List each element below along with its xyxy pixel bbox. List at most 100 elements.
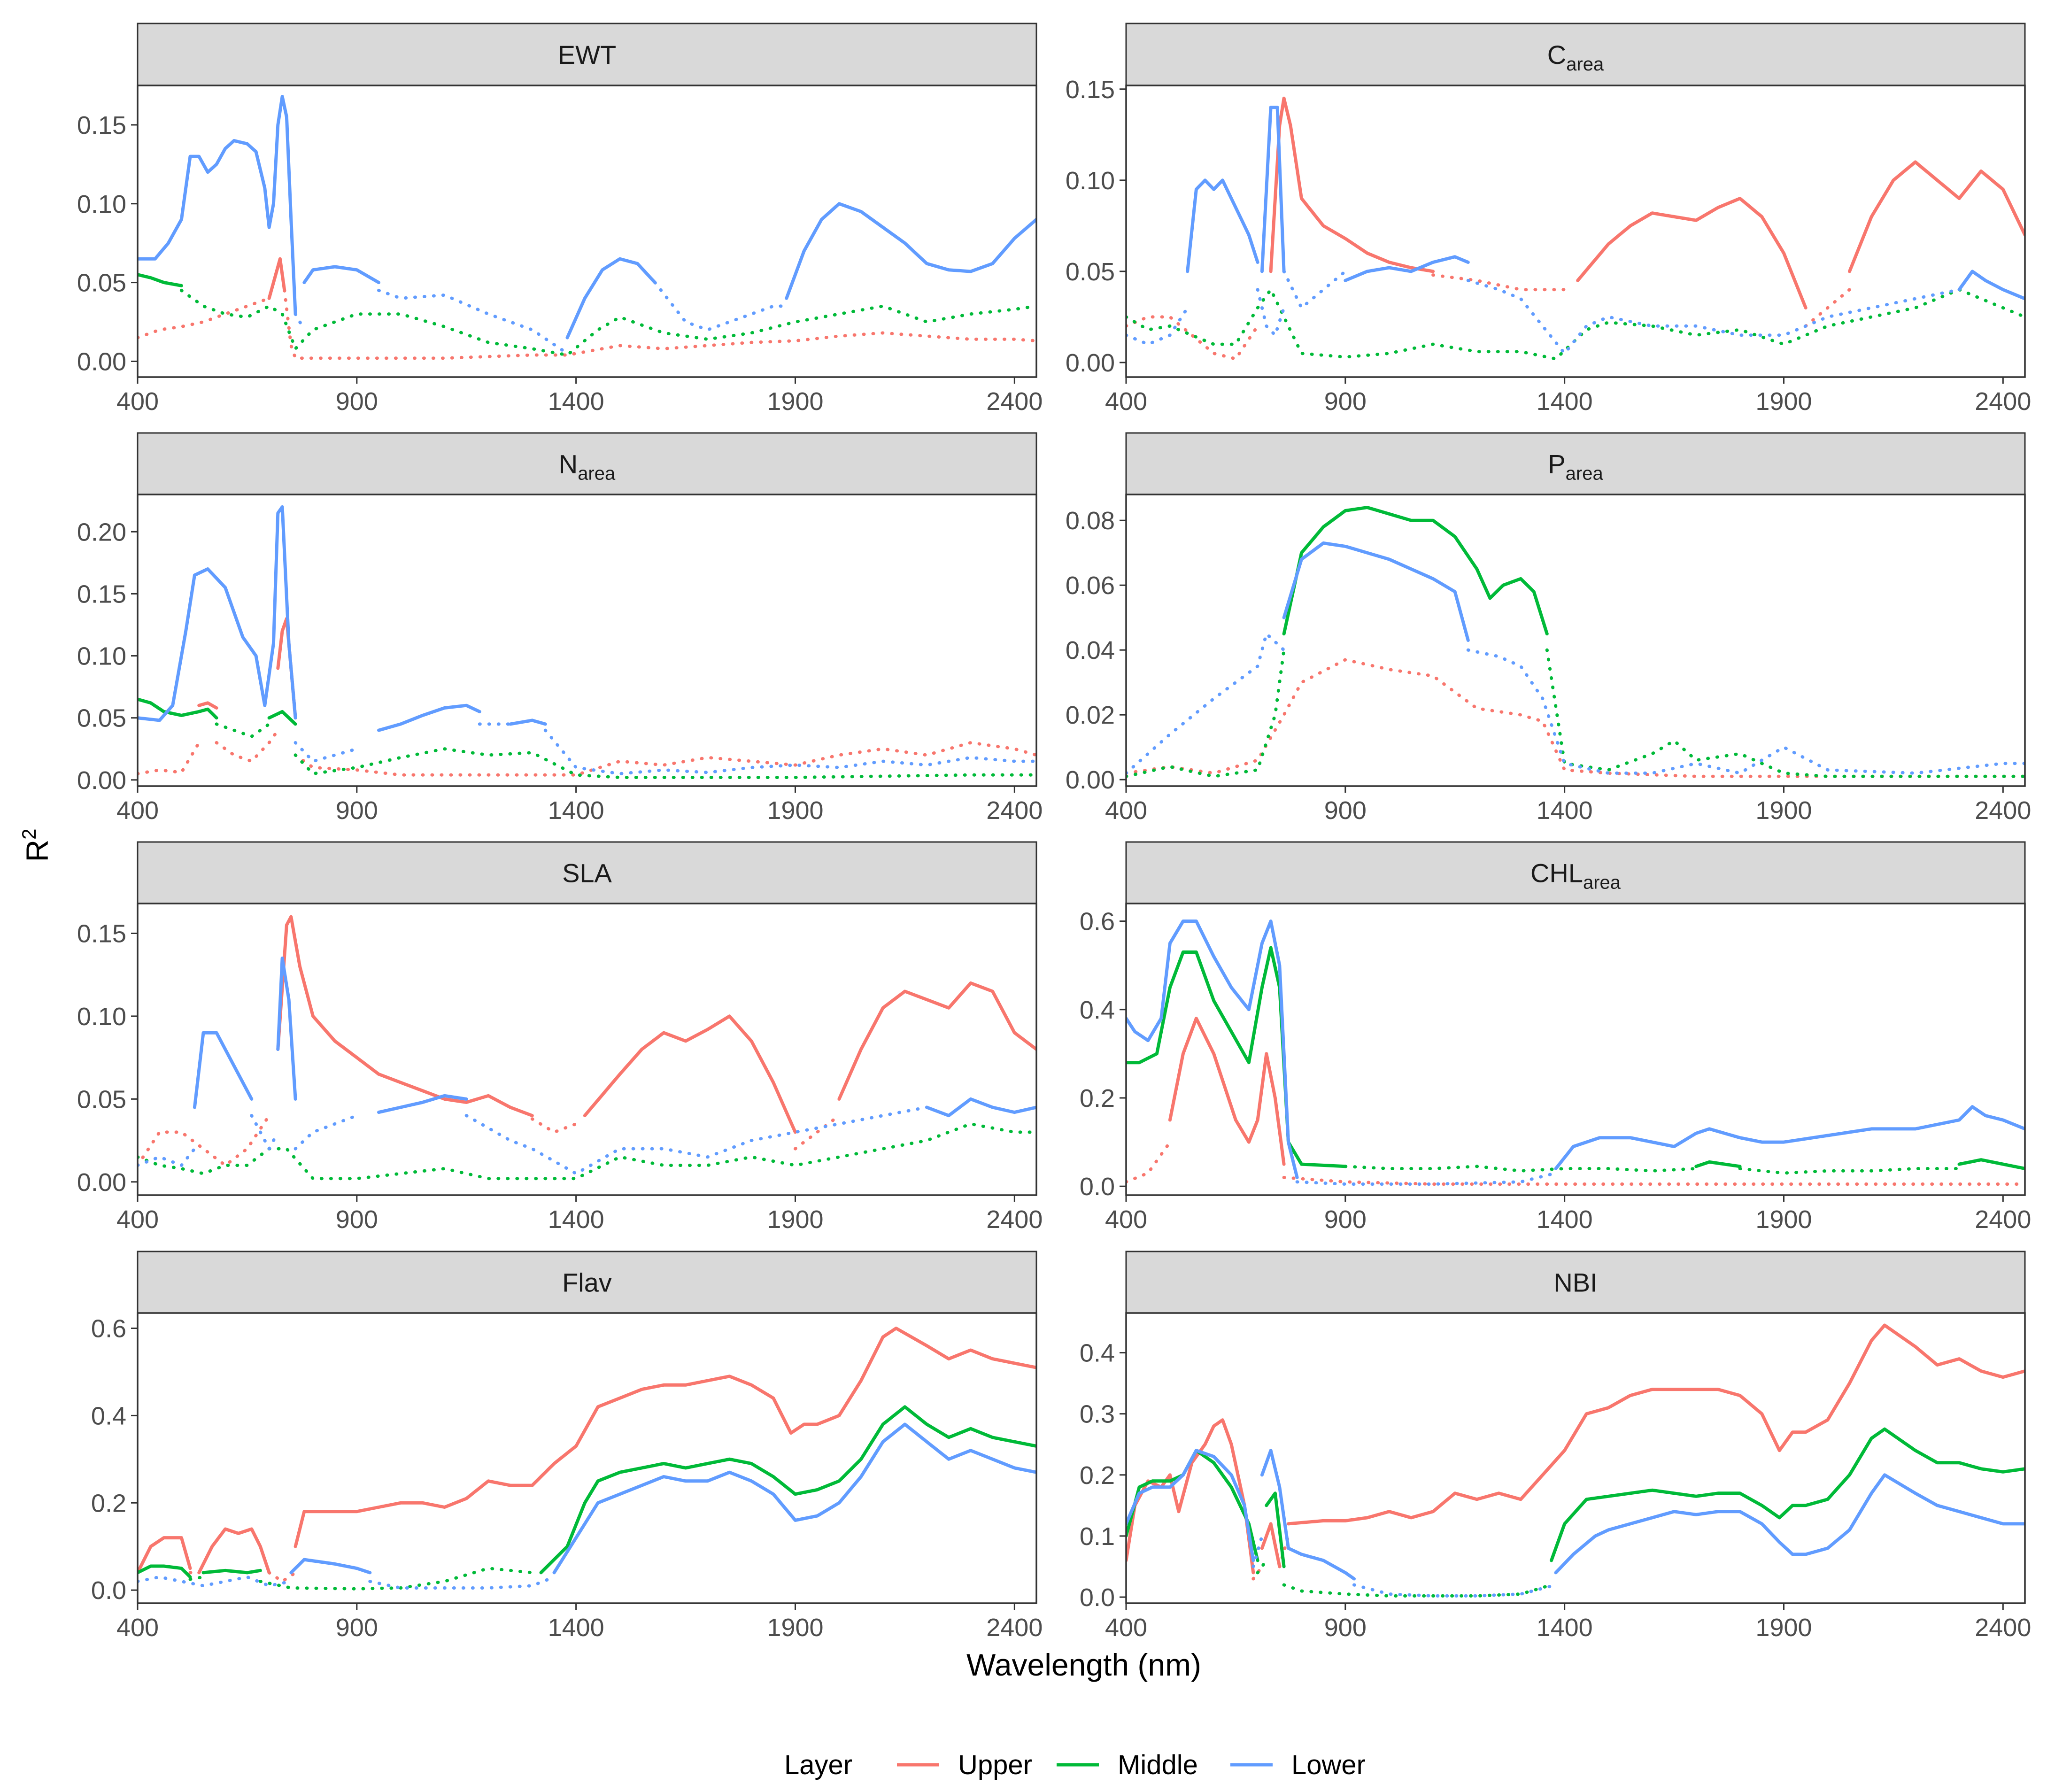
series-middle-dotted-segment bbox=[188, 1575, 205, 1581]
series-lower-dotted-segment bbox=[138, 1575, 293, 1588]
panel-series bbox=[138, 95, 1036, 360]
panel-title: SLA bbox=[562, 858, 612, 888]
series-lower-dotted-segment bbox=[653, 281, 788, 332]
x-tick-label: 1400 bbox=[1537, 387, 1593, 416]
y-tick-label: 0.04 bbox=[1066, 636, 1115, 664]
y-tick-label: 0.00 bbox=[77, 348, 126, 376]
panel-border bbox=[1125, 85, 2026, 378]
x-tick-label: 2400 bbox=[1975, 1614, 2031, 1642]
y-tick-label: 0.0 bbox=[91, 1576, 126, 1605]
series-upper-solid-segment bbox=[276, 915, 534, 1118]
series-lower-solid-segment bbox=[565, 257, 657, 340]
y-tick-label: 0.10 bbox=[77, 642, 126, 671]
panel-ewt: EWT 0.00 0.05 0.10 0.15 400 900 1400 1900 2400 bbox=[77, 23, 1043, 416]
y-tick-label: 0.06 bbox=[1066, 572, 1115, 600]
series-middle-solid-segment bbox=[138, 273, 183, 287]
series-lower-solid-segment bbox=[1260, 1449, 1356, 1581]
panel-title-main: SLA bbox=[562, 858, 612, 888]
series-lower-solid-segment bbox=[1126, 1449, 1255, 1562]
series-middle-dotted-segment bbox=[258, 1567, 534, 1591]
series-lower-dotted-segment bbox=[1295, 1171, 1558, 1186]
panel-series bbox=[138, 1327, 1036, 1591]
x-tick-label: 2400 bbox=[1975, 1205, 2031, 1234]
panel-nbi: NBI 0.0 0.1 0.2 0.3 0.4 400 900 1400 1900 2400 bbox=[1080, 1251, 2031, 1642]
panel-title-subscript: area bbox=[1566, 463, 1604, 484]
series-middle-dotted-segment bbox=[138, 1122, 1036, 1181]
series-lower-solid-segment bbox=[276, 956, 297, 1101]
y-tick-label: 0.05 bbox=[77, 269, 126, 297]
panel-title-main: Flav bbox=[562, 1268, 612, 1298]
panel-title-main: NBI bbox=[1553, 1268, 1597, 1298]
y-tick-label: 0.15 bbox=[1066, 76, 1115, 104]
series-middle-dotted-segment bbox=[294, 747, 1036, 779]
series-lower-dotted-segment bbox=[464, 1105, 929, 1175]
y-axis-title-superscript: 2 bbox=[18, 828, 40, 839]
panel-border bbox=[1125, 903, 2026, 1196]
series-middle-solid-segment bbox=[1265, 1491, 1286, 1568]
series-lower-dotted-segment bbox=[138, 1147, 196, 1167]
x-tick-label: 1400 bbox=[548, 1614, 604, 1642]
panel-flav: Flav 0.0 0.2 0.4 0.6 400 900 1400 1900 2400 bbox=[91, 1251, 1043, 1642]
x-tick-label: 1900 bbox=[767, 1205, 823, 1234]
series-lower-solid-segment bbox=[925, 1097, 1036, 1118]
panel-border bbox=[137, 494, 1037, 787]
x-tick-label: 400 bbox=[116, 387, 159, 416]
panel-strip bbox=[1125, 432, 2026, 495]
series-upper-dotted-segment bbox=[138, 1114, 271, 1167]
x-tick-label: 900 bbox=[336, 796, 378, 825]
x-tick-label: 1400 bbox=[548, 1205, 604, 1234]
series-upper-dotted-segment bbox=[138, 741, 201, 776]
y-tick-label: 0.02 bbox=[1066, 701, 1115, 729]
series-upper-dotted-segment bbox=[1126, 1140, 1172, 1184]
series-lower-solid-segment bbox=[377, 703, 481, 732]
y-tick-label: 0.05 bbox=[77, 1085, 126, 1113]
series-middle-solid-segment bbox=[1282, 506, 1549, 636]
panel-strip bbox=[1125, 1251, 2026, 1314]
x-tick-label: 2400 bbox=[1975, 796, 2031, 825]
series-middle-solid-segment bbox=[1957, 1158, 2025, 1170]
panel-strip bbox=[1125, 23, 2026, 86]
y-tick-label: 0.10 bbox=[77, 1003, 126, 1031]
series-upper-dotted-segment bbox=[1804, 288, 1851, 328]
series-lower-solid-segment bbox=[377, 1094, 468, 1114]
panel-sla: SLA 0.00 0.05 0.10 0.15 400 900 1400 1900 2400 bbox=[77, 841, 1043, 1234]
panel-series bbox=[1126, 919, 2025, 1186]
series-middle-dotted-segment bbox=[1344, 1165, 1698, 1173]
series-upper-solid-segment bbox=[1269, 96, 1435, 273]
series-upper-solid-segment bbox=[294, 1327, 1036, 1548]
series-upper-dotted-segment bbox=[1431, 273, 1567, 292]
panel-title-main: N bbox=[559, 449, 578, 479]
series-lower-dotted-segment bbox=[1282, 270, 1347, 309]
y-tick-label: 0.08 bbox=[1066, 507, 1115, 535]
x-tick-label: 1400 bbox=[548, 796, 604, 825]
panel-border bbox=[137, 903, 1037, 1196]
series-upper-dotted-segment bbox=[1282, 1175, 2025, 1186]
panel-border bbox=[1125, 1312, 2026, 1604]
x-tick-label: 900 bbox=[1324, 796, 1367, 825]
y-tick-label: 0.3 bbox=[1080, 1400, 1115, 1429]
series-upper-dotted-segment bbox=[215, 728, 280, 763]
x-tick-label: 1900 bbox=[767, 387, 823, 416]
panel-parea: Parea 0.00 0.02 0.04 0.06 0.08 400 900 1400 1900 2… bbox=[1066, 432, 2031, 825]
y-tick-label: 0.00 bbox=[77, 766, 126, 795]
series-lower-solid-segment bbox=[1260, 106, 1286, 273]
series-lower-dotted-segment bbox=[368, 1575, 556, 1590]
series-lower-dotted-segment bbox=[294, 741, 359, 763]
x-tick-label: 900 bbox=[1324, 1614, 1367, 1642]
x-tick-label: 1400 bbox=[1537, 1614, 1593, 1642]
series-upper-dotted-segment bbox=[294, 741, 1036, 777]
y-tick-label: 0.15 bbox=[77, 920, 126, 948]
series-lower-solid-segment bbox=[509, 718, 547, 726]
series-upper-solid-segment bbox=[1287, 1323, 2025, 1526]
series-upper-dotted-segment bbox=[1126, 658, 2025, 778]
series-upper-solid-segment bbox=[197, 701, 218, 710]
panel-series bbox=[138, 915, 1036, 1181]
series-lower-dotted-segment bbox=[294, 312, 306, 332]
panel-title-main: EWT bbox=[558, 40, 616, 70]
x-tick-label: 900 bbox=[336, 1205, 378, 1234]
series-middle-solid-segment bbox=[138, 1564, 192, 1579]
series-lower-solid-segment bbox=[138, 505, 297, 722]
series-upper-solid-segment bbox=[1126, 1418, 1255, 1575]
x-tick-label: 1400 bbox=[548, 387, 604, 416]
